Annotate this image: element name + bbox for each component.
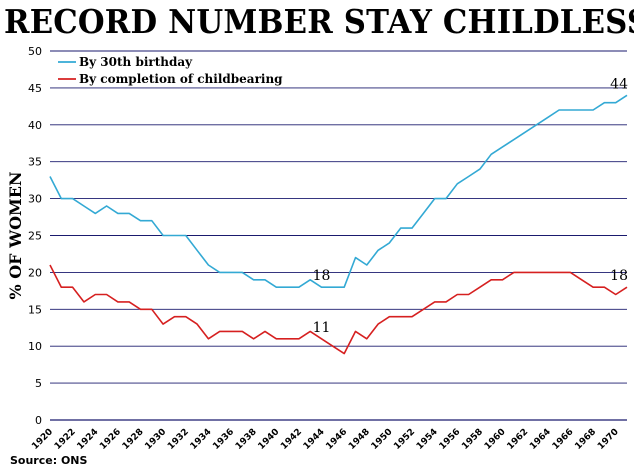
x-tick-label: 1940 [257,427,282,452]
x-tick-label: 1956 [438,427,463,452]
source-note: Source: ONS [10,454,88,467]
data-label: 18 [313,268,331,284]
legend-label: By 30th birthday [79,55,193,69]
x-tick-label: 1944 [302,427,327,452]
y-tick-label: 0 [35,414,42,427]
x-tick-label: 1922 [53,427,78,452]
y-tick-label: 10 [28,340,42,353]
series-line-1 [49,94,628,289]
x-tick-label: 1946 [324,427,349,452]
x-tick-label: 1968 [573,427,598,452]
x-tick-label: 1960 [483,427,508,452]
x-tick-label: 1936 [211,427,236,452]
x-tick-label: 1958 [460,427,485,452]
x-tick-label: 1932 [166,427,191,452]
x-tick-label: 1924 [76,427,101,452]
chart-title: RECORD NUMBER STAY CHILDLESS [4,2,634,41]
x-tick-label: 1920 [30,427,55,452]
x-tick-label: 1954 [415,427,440,452]
data-label: 44 [610,76,628,92]
y-axis-ticks: 0 5 10 15 20 25 30 35 40 45 50 [28,45,42,427]
data-label: 11 [313,320,331,336]
x-tick-label: 1950 [370,427,395,452]
y-axis-label: % OF WOMEN [6,171,25,299]
x-tick-label: 1930 [143,427,168,452]
x-axis-ticks: 1920192219241926192819301932193419361938… [30,427,620,452]
data-label: 18 [610,268,628,284]
series-line-2 [49,264,628,355]
y-tick-label: 25 [28,230,42,243]
x-tick-label: 1970 [596,427,621,452]
x-tick-label: 1962 [506,427,531,452]
x-tick-label: 1926 [98,427,123,452]
y-tick-label: 35 [28,156,42,169]
y-tick-label: 30 [28,193,42,206]
y-tick-label: 45 [28,82,42,95]
y-tick-label: 50 [28,45,42,58]
y-tick-label: 5 [35,377,42,390]
y-tick-label: 40 [28,119,42,132]
series-lines [49,94,628,355]
gridlines [50,50,627,421]
y-tick-label: 20 [28,266,42,279]
x-tick-label: 1942 [279,427,304,452]
x-tick-label: 1952 [392,427,417,452]
x-tick-label: 1938 [234,427,259,452]
x-tick-label: 1964 [528,427,553,452]
legend: By 30th birthday By completion of childbe… [58,55,283,86]
annotations: 44 18 11 18 [313,76,628,336]
x-tick-label: 1966 [551,427,576,452]
x-tick-label: 1928 [121,427,146,452]
x-tick-label: 1948 [347,427,372,452]
y-tick-label: 15 [28,303,42,316]
x-tick-label: 1934 [189,427,214,452]
legend-label: By completion of childbearing [79,72,283,86]
